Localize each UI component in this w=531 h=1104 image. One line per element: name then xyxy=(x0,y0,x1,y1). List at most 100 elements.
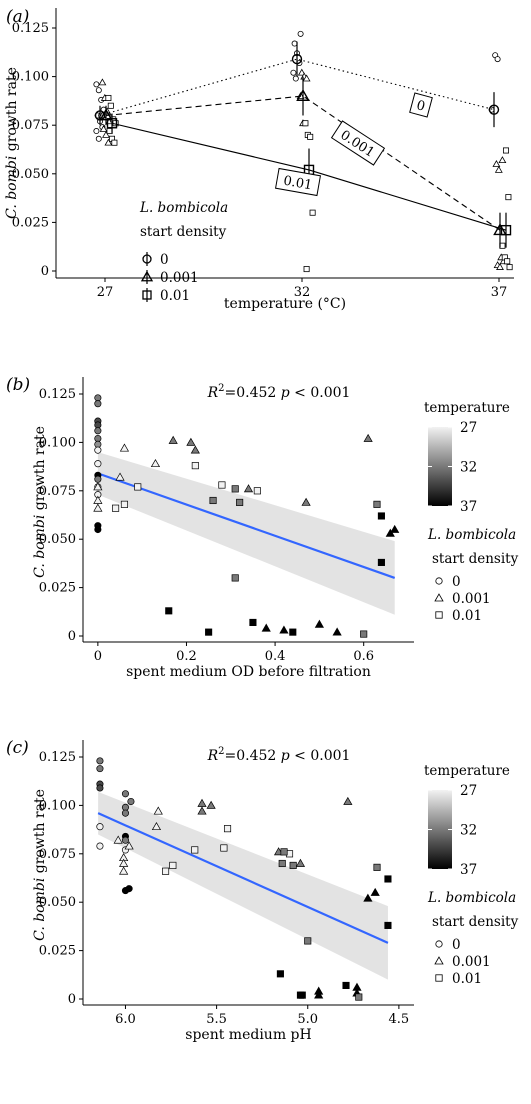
stat-annotation: R2=0.452 p < 0.001 xyxy=(207,383,351,401)
y-axis-title: C. bombi growth rate xyxy=(32,426,48,578)
raw-point-square xyxy=(307,133,314,140)
raw-point-square xyxy=(105,94,112,101)
y-tick-label: 0.050 xyxy=(39,532,76,547)
panel-label: (c) xyxy=(6,738,29,758)
line-label-box xyxy=(409,92,433,118)
y-axis-title-rest: growth rate xyxy=(32,789,48,878)
data-point-square xyxy=(165,607,173,615)
legend-title: L. bombicola xyxy=(139,200,228,216)
line-label-0: 0 xyxy=(409,92,433,118)
raw-point-triangle xyxy=(99,125,108,132)
x-tick-label: 5.5 xyxy=(206,1012,227,1027)
shape-legend-marker-circle xyxy=(435,940,443,948)
data-point-circle xyxy=(96,823,104,831)
data-point-triangle xyxy=(197,806,207,815)
y-tick-label: 0.025 xyxy=(39,581,76,596)
y-tick-label: 0.075 xyxy=(39,847,76,862)
colorbar-label: 32 xyxy=(460,460,477,476)
mean-point-circle xyxy=(488,104,500,115)
stat-annotation: R2=0.452 p < 0.001 xyxy=(207,746,351,764)
y-tick-label: 0.125 xyxy=(39,750,76,765)
panel-label: (b) xyxy=(6,375,30,395)
x-axis-title: spent medium OD before filtration xyxy=(126,664,371,680)
data-point-square xyxy=(276,970,284,978)
data-point-square xyxy=(377,558,385,566)
mean-point-circle xyxy=(291,53,303,65)
y-axis-title: C. bombi growth rate xyxy=(4,67,20,219)
shape-legend-label: 0.01 xyxy=(452,608,482,624)
raw-point-triangle xyxy=(492,160,501,167)
shape-legend-subtitle: start density xyxy=(432,551,519,567)
line-label-box xyxy=(330,120,386,166)
raw-point-square xyxy=(504,258,511,265)
data-point-circle xyxy=(121,803,130,811)
data-point-circle xyxy=(94,446,102,454)
y-tick-label: 0.025 xyxy=(12,215,49,230)
data-point-square xyxy=(120,500,128,508)
x-tick-label: 0 xyxy=(94,649,102,664)
stat-p: p xyxy=(281,385,290,401)
data-point-square xyxy=(342,981,350,989)
shape-legend-title: L. bombicola xyxy=(427,527,516,543)
mean-point-square xyxy=(500,224,512,236)
data-point-circle xyxy=(125,885,133,893)
temperature-legend-title: temperature xyxy=(424,763,510,779)
y-axis-title-italic: C. bombi xyxy=(4,156,20,219)
data-point-circle xyxy=(96,765,104,773)
side-legend: temperature 27 32 37 L. bombicola start densi… xyxy=(424,763,519,987)
y-tick-label: 0.125 xyxy=(39,387,76,402)
legend-marker-square xyxy=(142,290,152,300)
data-point-triangle xyxy=(93,482,103,491)
data-point-square xyxy=(298,991,306,999)
data-point-square xyxy=(162,867,170,875)
colorbar-label: 27 xyxy=(460,420,477,436)
raw-point-triangle xyxy=(498,156,507,164)
y-axis-title-italic: C. bombi xyxy=(32,515,48,578)
data-point-square xyxy=(377,512,385,520)
x-tick-label: 6.0 xyxy=(115,1012,136,1027)
data-point-square xyxy=(253,487,261,495)
raw-point-triangle xyxy=(494,165,503,173)
data-point-circle xyxy=(121,836,130,844)
confidence-band xyxy=(97,452,395,615)
data-point-square xyxy=(231,574,239,582)
y-tick-label: 0.125 xyxy=(12,21,49,36)
stat-sup: 2 xyxy=(218,383,224,394)
data-point-triangle xyxy=(150,458,161,468)
data-point-square xyxy=(384,921,392,929)
y-axis-title: C. bombi growth rate xyxy=(32,789,48,941)
shape-legend-marker-circle xyxy=(435,577,443,585)
x-tick-label: 0.2 xyxy=(176,649,197,664)
shape-legend-label: 0 xyxy=(452,574,461,590)
raw-point-circle xyxy=(292,75,299,82)
x-tick-label: 0.4 xyxy=(265,649,286,664)
data-point-square xyxy=(231,485,239,493)
raw-point-square xyxy=(309,209,316,216)
raw-point-triangle xyxy=(297,68,306,76)
regression-line xyxy=(97,812,389,944)
data-point-circle xyxy=(96,784,104,792)
data-point-circle xyxy=(94,427,102,435)
legend-label: 0.01 xyxy=(160,288,190,304)
y-tick-label: 0.100 xyxy=(12,70,49,85)
data-point-square xyxy=(373,863,381,871)
line-label-0.001: 0.001 xyxy=(330,120,386,166)
data-point-triangle xyxy=(385,528,395,537)
x-axis-title: spent medium pH xyxy=(185,1027,311,1043)
data-point-triangle xyxy=(243,484,254,493)
data-point-triangle xyxy=(279,625,289,634)
stat-r-value: =0.452 xyxy=(224,748,276,764)
line-label-box xyxy=(275,167,321,197)
x-tick-label: 37 xyxy=(491,285,508,300)
data-point-square xyxy=(209,496,217,505)
data-point-triangle xyxy=(197,798,207,807)
y-tick-label: 0.100 xyxy=(39,435,76,450)
data-point-square xyxy=(191,846,199,854)
stat-r: R xyxy=(207,385,219,401)
raw-point-square xyxy=(111,139,118,146)
y-tick-label: 0 xyxy=(68,992,76,1007)
data-point-triangle xyxy=(119,443,130,452)
data-point-circle xyxy=(94,400,102,408)
y-axis-title-italic: C. bombi xyxy=(32,878,48,941)
data-point-circle xyxy=(94,421,102,429)
